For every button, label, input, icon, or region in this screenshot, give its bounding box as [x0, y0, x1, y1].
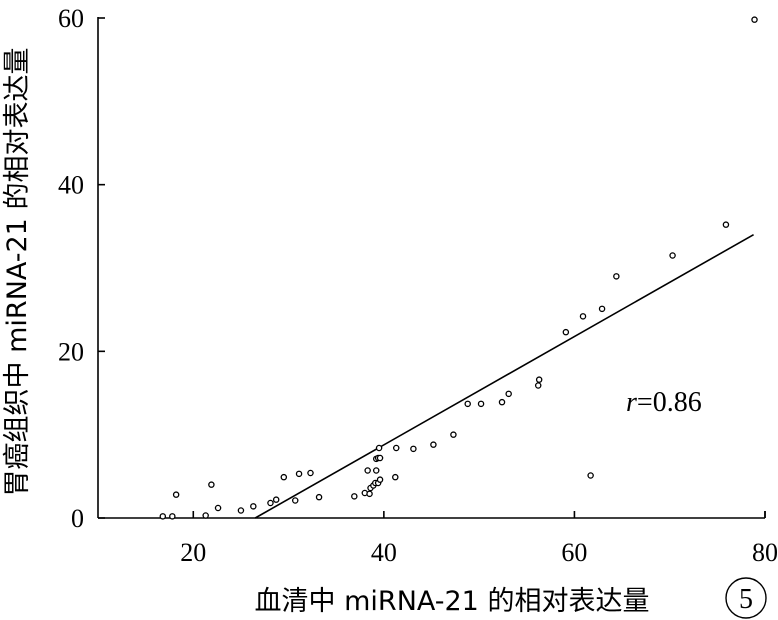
x-tick-label-1: 40 [371, 538, 397, 567]
data-point-45 [669, 252, 676, 259]
data-point-5 [214, 504, 222, 512]
data-point-34 [464, 400, 471, 408]
data-point-2 [172, 491, 180, 498]
data-point-41 [579, 313, 587, 320]
trendline-group [254, 233, 754, 519]
data-point-28 [375, 444, 383, 452]
data-point-11 [291, 497, 299, 504]
data-point-1 [169, 513, 176, 520]
data-point-33 [450, 431, 457, 438]
data-point-36 [498, 398, 506, 406]
panel-label-text: 5 [739, 584, 753, 615]
data-point-35 [477, 400, 485, 408]
data-point-10 [280, 473, 288, 481]
trendline [254, 233, 754, 519]
data-point-39 [535, 376, 543, 383]
y-tick-label-1: 20 [58, 337, 84, 366]
axis-ticks: 20 40 60 80 0 20 40 60 [58, 4, 778, 567]
x-tick-label-0: 20 [180, 538, 206, 567]
data-point-31 [410, 445, 417, 453]
y-tick-label-2: 40 [58, 171, 84, 200]
data-point-8 [267, 499, 274, 507]
data-point-3 [202, 512, 209, 519]
data-point-0 [159, 513, 167, 520]
y-axis-label: 胃癌组织中 miRNA-21 的相对表达量 [2, 48, 33, 497]
data-point-27 [376, 454, 384, 462]
x-axis-label: 血清中 miRNA-21 的相对表达量 [255, 586, 650, 617]
data-point-37 [505, 390, 512, 398]
axes [97, 17, 765, 519]
data-point-44 [613, 273, 620, 280]
data-point-40 [562, 328, 570, 336]
data-point-30 [392, 444, 400, 452]
data-point-6 [237, 507, 245, 514]
data-point-38 [534, 382, 542, 389]
panel-label-circle [725, 577, 767, 619]
data-point-15 [351, 493, 358, 500]
x-tick-label-2: 60 [561, 538, 587, 567]
data-point-32 [430, 441, 437, 448]
correlation-value: =0.86 [637, 387, 702, 418]
data-point-7 [250, 503, 257, 510]
y-tick-label-3: 60 [58, 4, 84, 33]
panel-label: 5 [725, 577, 767, 619]
y-tick-label-0: 0 [71, 504, 84, 533]
data-point-9 [272, 496, 280, 503]
data-point-12 [295, 470, 303, 478]
data-point-13 [307, 469, 314, 477]
data-point-24 [376, 476, 384, 483]
data-point-14 [315, 493, 323, 501]
x-tick-label-3: 80 [752, 538, 778, 567]
data-point-46 [722, 221, 730, 228]
correlation-symbol: r [626, 387, 637, 418]
data-point-23 [372, 467, 380, 474]
data-point-47 [751, 16, 758, 23]
data-point-42 [587, 472, 594, 479]
data-point-17 [364, 467, 371, 474]
data-point-4 [208, 481, 215, 488]
data-point-43 [598, 305, 606, 313]
data-point-29 [392, 473, 399, 481]
data-points [159, 16, 758, 520]
correlation-annotation: r=0.86 [626, 387, 702, 418]
data-point-18 [366, 490, 373, 498]
